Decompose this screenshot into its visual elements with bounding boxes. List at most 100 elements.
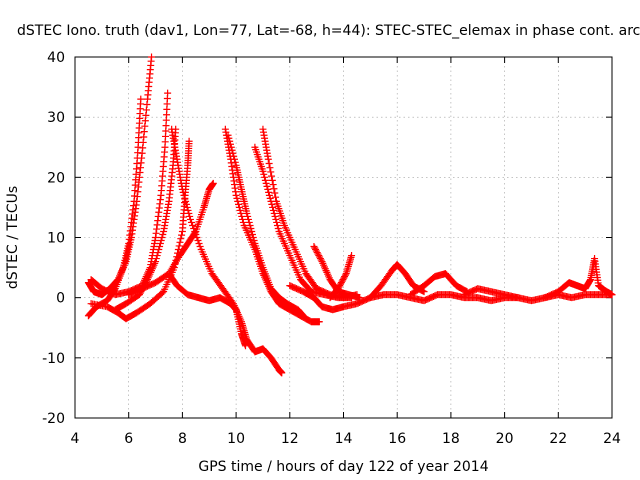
data-point bbox=[315, 318, 323, 326]
data-point bbox=[152, 255, 160, 263]
data-point bbox=[259, 167, 267, 175]
y-tick-label: 0 bbox=[56, 291, 65, 307]
y-tick-label: -10 bbox=[42, 351, 65, 367]
x-tick-label: 4 bbox=[71, 431, 80, 447]
data-point bbox=[156, 243, 164, 251]
data-point bbox=[273, 221, 281, 229]
data-point bbox=[179, 188, 187, 196]
data-point bbox=[137, 95, 145, 103]
data-point bbox=[191, 227, 199, 235]
y-tick-label: 30 bbox=[47, 110, 65, 126]
data-point bbox=[268, 172, 276, 180]
data-point bbox=[278, 369, 286, 377]
data-point bbox=[182, 200, 190, 208]
data-point bbox=[262, 179, 270, 187]
data-point bbox=[241, 342, 249, 350]
data-point bbox=[248, 230, 256, 238]
data-point bbox=[250, 237, 258, 245]
data-point bbox=[299, 312, 307, 320]
data-point bbox=[175, 242, 183, 250]
data-series bbox=[84, 53, 616, 377]
x-tick-label: 14 bbox=[335, 431, 353, 447]
data-point bbox=[608, 291, 616, 299]
data-point bbox=[229, 149, 237, 157]
data-point bbox=[181, 194, 189, 202]
data-point bbox=[230, 155, 238, 163]
data-point bbox=[264, 155, 272, 163]
data-point bbox=[249, 234, 257, 241]
data-point bbox=[265, 188, 273, 196]
x-tick-label: 24 bbox=[603, 431, 621, 447]
data-point bbox=[234, 197, 242, 205]
data-point bbox=[312, 246, 320, 254]
data-point bbox=[265, 159, 273, 167]
y-tick-label: -20 bbox=[42, 411, 65, 427]
data-point bbox=[266, 194, 274, 202]
x-axis-tick-labels: 4 6 8 10 12 14 16 18 20 22 24 bbox=[71, 431, 621, 447]
data-point bbox=[269, 203, 277, 211]
data-point bbox=[265, 191, 273, 199]
x-tick-label: 12 bbox=[281, 431, 299, 447]
y-tick-label: 20 bbox=[47, 170, 65, 186]
data-point bbox=[196, 243, 204, 251]
series-arc1 bbox=[84, 53, 156, 299]
data-point bbox=[337, 280, 345, 288]
data-point bbox=[316, 253, 324, 261]
series-arc8 bbox=[165, 270, 249, 350]
x-tick-label: 10 bbox=[227, 431, 245, 447]
y-tick-label: 10 bbox=[47, 231, 65, 247]
data-point bbox=[272, 193, 280, 201]
data-point bbox=[189, 221, 197, 229]
data-point bbox=[338, 277, 346, 285]
data-point bbox=[232, 191, 240, 199]
data-point bbox=[334, 285, 342, 293]
data-point bbox=[339, 276, 347, 284]
data-point bbox=[267, 168, 275, 176]
data-point bbox=[158, 289, 166, 297]
data-point bbox=[177, 235, 185, 243]
data-point bbox=[348, 252, 356, 260]
series-arc19 bbox=[541, 255, 616, 302]
data-point bbox=[356, 294, 364, 302]
data-point bbox=[159, 230, 167, 238]
data-point bbox=[155, 246, 163, 254]
data-point bbox=[190, 224, 198, 232]
data-point bbox=[186, 215, 194, 223]
data-point bbox=[310, 243, 318, 251]
data-point bbox=[248, 227, 256, 235]
data-point bbox=[186, 212, 194, 220]
data-point bbox=[235, 200, 243, 208]
data-point bbox=[263, 182, 271, 190]
data-point bbox=[264, 185, 272, 193]
data-point bbox=[178, 185, 186, 193]
x-tick-label: 6 bbox=[124, 431, 133, 447]
data-point bbox=[226, 140, 234, 148]
x-tick-label: 18 bbox=[442, 431, 460, 447]
y-axis-tick-labels: -20 -10 0 10 20 30 40 bbox=[42, 50, 65, 427]
series-arc3 bbox=[87, 89, 172, 299]
data-point bbox=[164, 89, 172, 97]
data-point bbox=[182, 197, 190, 205]
data-point bbox=[231, 158, 239, 166]
y-tick-label: 40 bbox=[47, 50, 65, 66]
series-arc18 bbox=[460, 285, 522, 302]
data-point bbox=[311, 244, 319, 252]
data-point bbox=[185, 137, 193, 145]
data-point bbox=[209, 179, 217, 187]
data-point bbox=[420, 288, 428, 296]
data-point bbox=[148, 53, 156, 61]
data-point bbox=[246, 221, 254, 229]
data-point bbox=[313, 249, 321, 257]
data-point bbox=[178, 231, 186, 239]
data-point bbox=[312, 247, 320, 255]
data-point bbox=[274, 224, 282, 232]
axis-ticks bbox=[74, 56, 613, 419]
data-point bbox=[224, 131, 232, 139]
data-point bbox=[270, 185, 278, 193]
data-point bbox=[315, 252, 323, 260]
data-point bbox=[244, 215, 252, 223]
data-point bbox=[337, 279, 345, 287]
data-point bbox=[514, 294, 522, 302]
data-point bbox=[233, 194, 241, 202]
